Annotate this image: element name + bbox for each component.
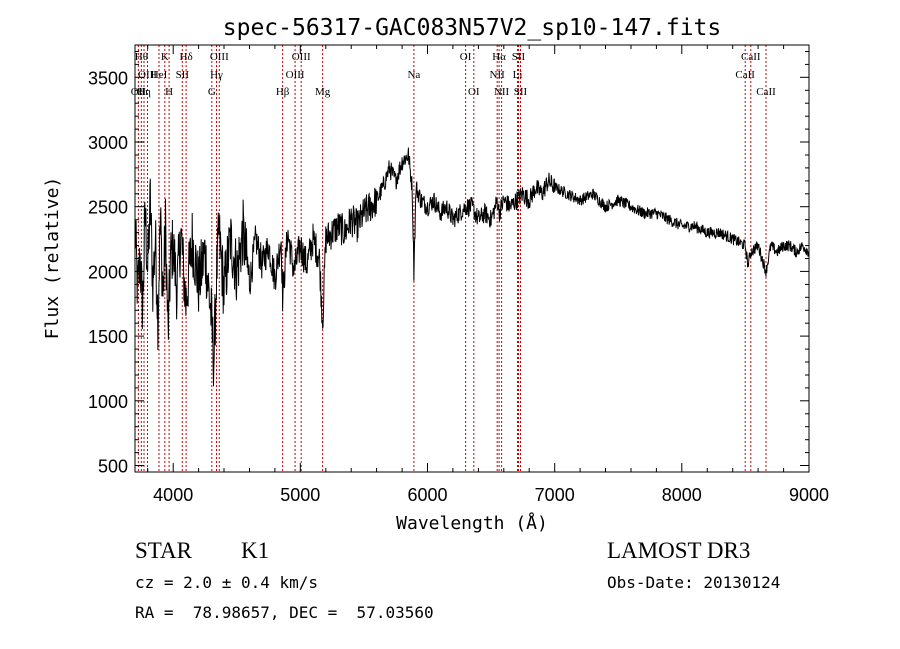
redshift-cz: cz = 2.0 ± 0.4 km/s [135, 573, 319, 592]
y-tick-label-6: 3500 [88, 68, 128, 88]
line-label-23: SII [512, 51, 526, 63]
x-tick-label-4: 8000 [662, 485, 702, 505]
line-label-13: OIII [286, 69, 305, 81]
y-tick-label-5: 3000 [88, 133, 128, 153]
line-label-4: HeI [151, 69, 168, 81]
survey-name: LAMOST DR3 [607, 538, 751, 563]
x-tick-label-0: 4000 [153, 485, 193, 505]
line-label-16: Na [407, 69, 420, 81]
line-label-12: Hβ [276, 86, 290, 98]
line-label-22: Li [513, 69, 523, 81]
line-label-17: OI [460, 51, 472, 63]
x-axis-ticks: 4000 5000 6000 7000 8000 9000 [147, 45, 829, 505]
y-axis-ticks: 500 1000 1500 2000 2500 3000 3500 [88, 51, 809, 477]
spectrum-series-line [134, 147, 810, 387]
line-label-10: Hγ [210, 69, 223, 81]
line-label-27: CaII [756, 86, 776, 98]
x-axis-label: Wavelength (Å) [396, 512, 548, 534]
line-label-14: OIII [292, 51, 311, 63]
y-tick-label-0: 500 [98, 457, 128, 477]
x-tick-label-2: 6000 [407, 485, 447, 505]
y-tick-label-2: 1500 [88, 327, 128, 347]
line-label-15: Mg [315, 86, 331, 98]
object-subclass: K1 [241, 538, 270, 563]
line-label-9: G [208, 86, 216, 98]
line-label-1: Hθ [135, 51, 148, 63]
x-tick-label-5: 9000 [789, 485, 829, 505]
line-label-26: CaII [741, 51, 761, 63]
line-label-5: K [161, 51, 169, 63]
line-label-20: Hα [492, 51, 506, 63]
line-label-19: NII [490, 69, 506, 81]
object-class: STAR [135, 538, 192, 563]
line-label-18: OI [468, 86, 480, 98]
x-tick-label-3: 7000 [535, 485, 575, 505]
line-label-2: Hη [137, 86, 151, 98]
line-label-7: SII [176, 69, 190, 81]
line-label-11: OIII [210, 51, 229, 63]
spectral-line-labels: OIIHθHηOIIIHeIKHSIIHδGHγOIIIHβOIIIOIIIMg… [131, 51, 776, 98]
line-label-24: SII [514, 86, 528, 98]
spectral-line-markers [137, 45, 767, 472]
line-label-8: Hδ [180, 51, 193, 63]
y-tick-label-1: 1000 [88, 392, 128, 412]
y-tick-label-4: 2500 [88, 198, 128, 218]
x-tick-label-1: 5000 [280, 485, 320, 505]
line-label-3: OIII [138, 69, 157, 81]
line-label-21: NII [494, 86, 510, 98]
line-label-6: H [165, 86, 173, 98]
chart-title: spec-56317-GAC083N57V2_sp10-147.fits [223, 15, 722, 41]
observation-date: Obs-Date: 20130124 [607, 573, 781, 592]
coordinates: RA = 78.98657, DEC = 57.03560 [135, 603, 434, 622]
y-tick-label-3: 2000 [88, 262, 128, 282]
y-axis-label: Flux (relative) [42, 177, 63, 340]
line-label-25: CaII [735, 69, 755, 81]
